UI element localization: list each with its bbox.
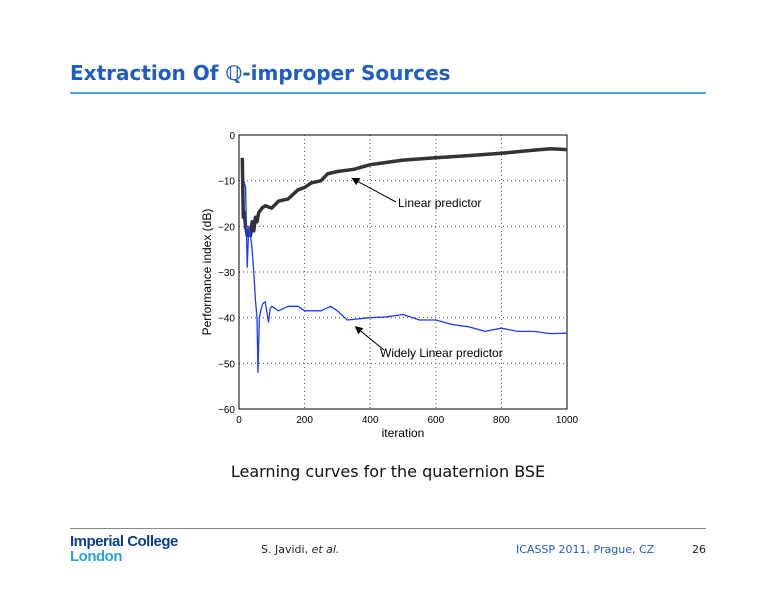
y-tick-label: −10 <box>218 177 235 188</box>
grid <box>239 135 567 409</box>
annotation-arrow <box>354 326 385 351</box>
y-tick-label: −20 <box>218 222 235 233</box>
annotations: Linear predictor Widely Linear predictor <box>351 177 503 360</box>
y-tick-label: −30 <box>218 268 235 279</box>
series-line-linear <box>240 146 568 238</box>
footer-divider <box>70 528 706 529</box>
footer-conference: ICASSP 2011, Prague, CZ <box>516 543 655 556</box>
series-lines <box>240 146 568 374</box>
y-axis-label: Performance index (dB) <box>200 209 214 336</box>
logo-london: London <box>70 548 122 565</box>
y-tick-label: −60 <box>218 405 235 416</box>
x-tick-label: 0 <box>236 415 242 426</box>
y-tick-label: −50 <box>218 359 235 370</box>
x-axis-label: iteration <box>382 426 425 440</box>
ticks: 0 200 400 600 800 1000 0 −10 −20 −30 −40 −50 −60 <box>218 131 579 426</box>
learning-curve-chart: 0 200 400 600 800 1000 0 −10 −20 −30 −40 −50 −60 Lin… <box>200 131 579 440</box>
annotation-arrow <box>351 177 397 203</box>
annotation-label: Linear predictor <box>398 196 481 210</box>
logo-imperial-college: Imperial College <box>70 533 178 550</box>
x-tick-label: 600 <box>427 415 444 426</box>
author-name: S. Javidi, <box>261 543 309 556</box>
plot-frame <box>238 134 568 410</box>
footer-author: S. Javidi, et al. <box>261 543 339 556</box>
slide-title: Extraction Of ℚ-improper Sources <box>70 61 451 85</box>
annotation-label: Widely Linear predictor <box>380 346 503 360</box>
page-number: 26 <box>692 543 706 556</box>
x-tick-label: 800 <box>493 415 510 426</box>
figure-caption: Learning curves for the quaternion BSE <box>230 462 546 481</box>
series-line-widely-linear <box>243 180 568 374</box>
x-tick-label: 400 <box>362 415 379 426</box>
y-tick-label: −40 <box>218 314 235 325</box>
title-divider <box>70 92 706 94</box>
x-tick-label: 1000 <box>556 415 579 426</box>
x-tick-label: 200 <box>296 415 313 426</box>
y-tick-label: 0 <box>229 131 235 142</box>
author-suffix: et al. <box>311 543 340 556</box>
